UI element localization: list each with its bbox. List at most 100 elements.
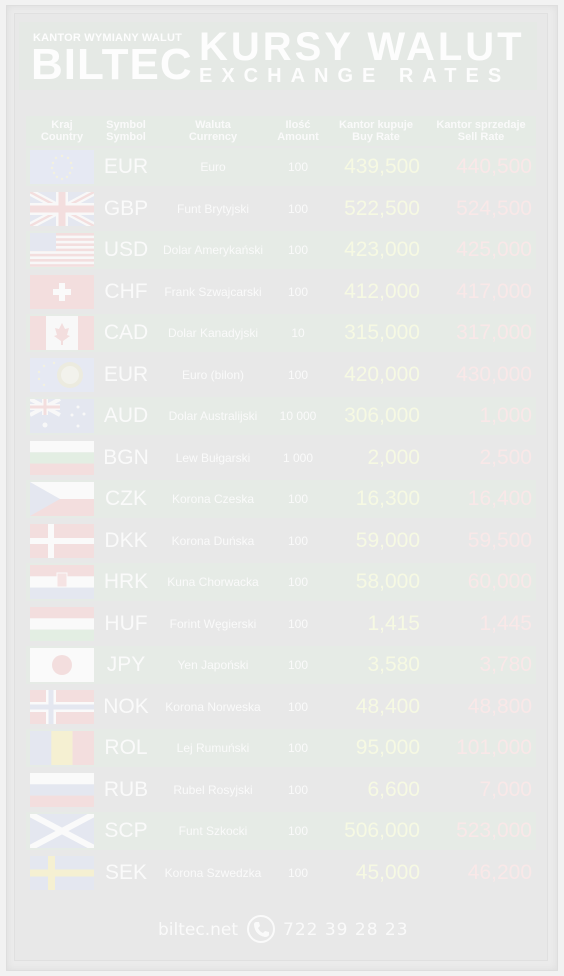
rate-row: CZK Korona Czeska 100 16,300 16,400	[26, 480, 536, 518]
rate-row: DKK Korona Duńska 100 59,000 59,500	[26, 522, 536, 560]
currency-symbol: CZK	[105, 487, 147, 510]
currency-amount: 10 000	[279, 409, 317, 423]
rate-row: RUB Rubel Rosyjski 100 6,600 7,000	[26, 771, 536, 809]
currency-name: Korona Duńska	[171, 534, 255, 548]
currency-amount: 100	[287, 202, 309, 216]
sell-rate: 46,200	[467, 861, 532, 884]
brand-logo: BILTEC	[31, 40, 193, 89]
currency-amount: 100	[287, 285, 309, 299]
currency-symbol: HUF	[104, 612, 148, 635]
sell-rate: 48,800	[467, 695, 532, 718]
buy-rate: 59,000	[355, 529, 420, 552]
col-country-en: Country	[40, 131, 84, 143]
currency-amount: 100	[287, 575, 309, 589]
se-flag-icon	[30, 856, 94, 890]
col-buy-en: Buy Rate	[352, 131, 400, 143]
ro-flag-icon	[30, 731, 94, 765]
currency-symbol: CHF	[104, 280, 148, 303]
sell-rate: 2,500	[479, 446, 532, 469]
uk-flag-icon	[30, 192, 94, 226]
sell-rate: 524,500	[456, 197, 532, 220]
eu-flag-icon	[30, 150, 94, 184]
currency-symbol: DKK	[104, 529, 148, 552]
bg-flag-icon	[30, 441, 94, 475]
scot-flag-icon	[30, 814, 94, 848]
currency-symbol: SEK	[104, 861, 148, 884]
col-currency-pl: Waluta	[195, 119, 231, 131]
rate-row: HUF Forint Węgierski 100 1,415 1,445	[26, 605, 536, 643]
currency-name: Dolar Kanadyjski	[167, 326, 259, 340]
phone-icon	[246, 914, 276, 944]
col-sell-en: Sell Rate	[457, 131, 505, 143]
currency-symbol: ROL	[104, 736, 148, 759]
buy-rate: 412,000	[344, 280, 420, 303]
currency-amount: 100	[287, 783, 309, 797]
us-flag-icon	[30, 233, 94, 267]
col-amount-en: Amount	[277, 131, 319, 143]
currency-name: Lej Rumuński	[176, 741, 250, 755]
currency-amount: 10	[291, 326, 305, 340]
currency-name: Korona Czeska	[171, 492, 255, 506]
sell-rate: 523,000	[456, 819, 532, 842]
currency-name: Forint Węgierski	[169, 617, 257, 631]
buy-rate: 45,000	[355, 861, 420, 884]
rate-row: CAD Dolar Kanadyjski 10 315,000 317,000	[26, 314, 536, 352]
sell-rate: 440,500	[456, 155, 532, 178]
currency-symbol: EUR	[103, 155, 149, 178]
brand-tagline: KANTOR WYMIANY WALUT	[33, 32, 183, 44]
currency-symbol: RUB	[103, 778, 149, 801]
rate-row: EUR Euro 100 439,500 440,500	[26, 148, 536, 186]
board-header: KANTOR WYMIANY WALUT BILTEC KURSY WALUT …	[19, 22, 537, 90]
currency-amount: 100	[287, 534, 309, 548]
buy-rate: 522,500	[344, 197, 420, 220]
board-subtitle: EXCHANGE RATES	[199, 65, 511, 87]
col-currency: Waluta Currency	[156, 119, 270, 143]
rate-row: SCP Funt Szkocki 100 506,000 523,000	[26, 812, 536, 850]
cz-flag-icon	[30, 482, 94, 516]
currency-name: Dolar Australijski	[168, 409, 258, 423]
sell-rate: 1,445	[479, 612, 532, 635]
buy-rate: 439,500	[344, 155, 420, 178]
jp-flag-icon	[30, 648, 94, 682]
currency-symbol: SCP	[104, 819, 148, 842]
currency-amount: 100	[287, 866, 309, 880]
buy-rate: 2,000	[367, 446, 420, 469]
currency-name: Rubel Rosyjski	[173, 783, 253, 797]
col-sell-pl: Kantor sprzedaje	[436, 119, 526, 131]
col-amount: Ilość Amount	[270, 119, 326, 143]
currency-amount: 100	[287, 368, 309, 382]
sell-rate: 7,000	[479, 778, 532, 801]
sell-rate: 417,000	[456, 280, 532, 303]
buy-rate: 95,000	[355, 736, 420, 759]
currency-name: Frank Szwajcarski	[164, 285, 262, 299]
phone-number: 722 39 28 23	[283, 920, 409, 940]
currency-name: Lew Bułgarski	[175, 451, 251, 465]
sell-rate: 3,780	[479, 653, 532, 676]
buy-rate: 6,600	[367, 778, 420, 801]
currency-amount: 100	[287, 741, 309, 755]
currency-amount: 100	[287, 492, 309, 506]
rate-row: AUD Dolar Australijski 10 000 306,000 1,…	[26, 397, 536, 435]
currency-name: Korona Szwedzka	[164, 866, 262, 880]
col-amount-pl: Ilość	[285, 119, 311, 131]
buy-rate: 315,000	[344, 321, 420, 344]
buy-rate: 58,000	[355, 570, 420, 593]
col-symbol: Symbol Symbol	[98, 119, 154, 143]
ca-flag-icon	[30, 316, 94, 350]
currency-symbol: JPY	[106, 653, 146, 676]
rate-row: GBP Funt Brytyjski 100 522,500 524,500	[26, 190, 536, 228]
sell-rate: 425,000	[456, 238, 532, 261]
currency-name: Korona Norweska	[165, 700, 261, 714]
currency-name: Kuna Chorwacka	[167, 575, 259, 589]
rate-row: EUR Euro (bilon) 100 420,000 430,000	[26, 356, 536, 394]
rate-row: CHF Frank Szwajcarski 100 412,000 417,00…	[26, 273, 536, 311]
sell-rate: 1,000	[479, 404, 532, 427]
sell-rate: 60,000	[467, 570, 532, 593]
buy-rate: 306,000	[344, 404, 420, 427]
col-symbol-en: Symbol	[106, 131, 146, 143]
sell-rate: 101,000	[456, 736, 532, 759]
currency-name: Funt Szkocki	[178, 824, 248, 838]
rate-row: SEK Korona Szwedzka 100 45,000 46,200	[26, 854, 536, 892]
board-title: KURSY WALUT	[199, 25, 525, 69]
col-country: Kraj Country	[30, 119, 94, 143]
